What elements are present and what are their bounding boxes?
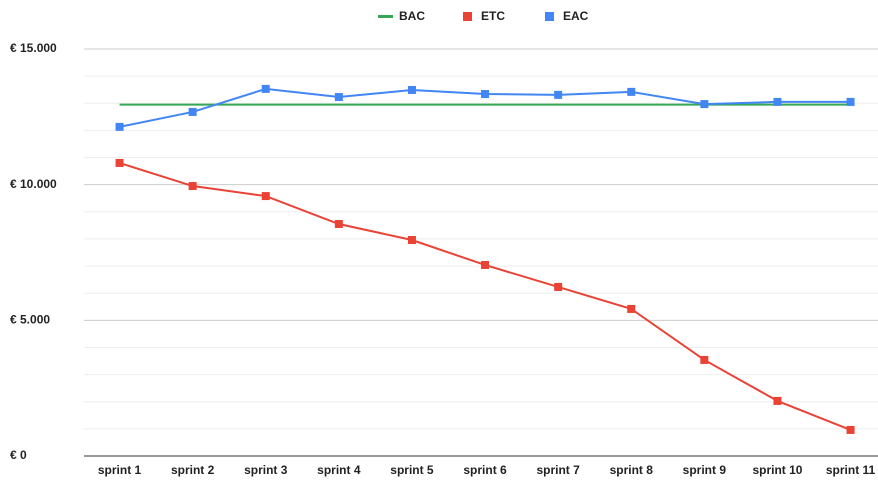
y-tick-label: € 5.000 <box>10 313 50 327</box>
x-tick-label: sprint 11 <box>826 463 876 477</box>
point-marker <box>188 107 197 116</box>
point-marker <box>773 396 782 405</box>
point-marker <box>700 355 709 364</box>
x-tick-label: sprint 1 <box>98 463 142 477</box>
point-marker <box>115 122 124 131</box>
point-marker <box>407 236 416 245</box>
point-marker <box>188 182 197 191</box>
x-tick-label: sprint 7 <box>536 463 580 477</box>
point-marker <box>627 87 636 96</box>
point-marker <box>334 93 343 102</box>
y-tick-label: € 0 <box>10 448 27 462</box>
point-marker <box>846 425 855 434</box>
x-tick-label: sprint 5 <box>390 463 434 477</box>
legend-swatch <box>545 12 554 21</box>
point-marker <box>261 192 270 201</box>
point-marker <box>261 84 270 93</box>
x-tick-label: sprint 3 <box>244 463 288 477</box>
point-marker <box>481 90 490 99</box>
legend-label: EAC <box>563 9 589 23</box>
point-marker <box>115 158 124 167</box>
x-tick-label: sprint 10 <box>752 463 802 477</box>
legend-swatch <box>463 12 472 21</box>
x-tick-label: sprint 9 <box>683 463 727 477</box>
point-marker <box>700 100 709 109</box>
legend-label: ETC <box>481 9 505 23</box>
point-marker <box>554 90 563 99</box>
y-tick-label: € 10.000 <box>10 177 57 191</box>
x-tick-label: sprint 6 <box>463 463 507 477</box>
y-tick-label: € 15.000 <box>10 41 57 55</box>
point-marker <box>481 260 490 269</box>
point-marker <box>627 304 636 313</box>
point-marker <box>773 97 782 106</box>
point-marker <box>407 85 416 94</box>
point-marker <box>334 220 343 229</box>
series-line <box>119 162 851 431</box>
point-marker <box>554 282 563 291</box>
x-tick-label: sprint 2 <box>171 463 215 477</box>
x-tick-label: sprint 8 <box>610 463 654 477</box>
x-tick-label: sprint 4 <box>317 463 361 477</box>
point-marker <box>846 97 855 106</box>
legend-swatch <box>378 15 393 18</box>
legend-label: BAC <box>399 9 425 23</box>
